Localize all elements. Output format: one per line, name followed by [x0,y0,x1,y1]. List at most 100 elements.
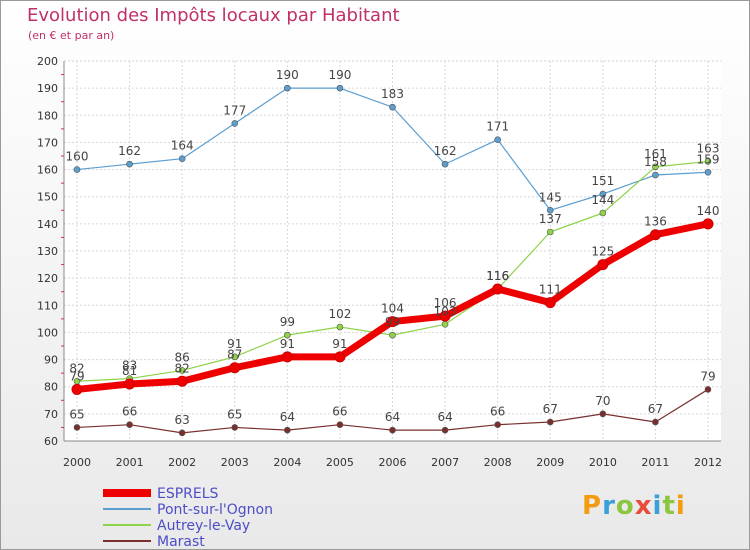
data-label: 136 [644,215,667,229]
y-tick-label: 130 [37,245,58,258]
data-point [73,424,81,431]
data-label: 164 [171,139,194,153]
legend-label: Marast [157,534,205,549]
y-tick-label: 70 [44,408,58,421]
data-label: 67 [543,402,558,416]
data-label: 79 [700,369,715,383]
x-tick-label: 2000 [63,456,91,469]
y-tick-label: 110 [37,299,58,312]
data-label: 99 [280,315,295,329]
data-point [597,259,609,271]
data-point [178,367,186,374]
y-tick-label: 80 [44,381,58,394]
y-tick-label: 190 [37,82,58,95]
data-label: 163 [697,141,720,155]
data-label: 99 [385,315,400,329]
x-tick-label: 2009 [536,456,564,469]
data-point [281,351,293,363]
data-point [126,421,133,429]
x-tick-label: 2001 [116,456,144,469]
data-point [494,421,501,429]
data-point [544,297,556,309]
data-point [336,323,344,331]
data-label: 66 [490,405,505,419]
logo-letter: x [634,491,653,521]
data-label: 159 [697,152,720,166]
data-label: 183 [381,87,404,101]
data-point [439,310,451,322]
data-label: 66 [122,405,137,419]
data-point [231,424,239,431]
proxiti-logo: Proxiti [582,491,686,521]
data-point [389,331,396,339]
data-point [284,331,291,339]
data-label: 190 [328,68,351,82]
data-label: 137 [539,212,562,226]
data-label: 65 [69,407,84,421]
data-point [652,163,659,171]
data-point [494,136,501,144]
data-point [73,166,81,173]
grid [64,60,721,442]
logo-letter: r [602,491,616,521]
data-label: 86 [175,350,190,364]
x-tick-label: 2007 [431,456,459,469]
data-point [652,418,659,426]
data-label: 140 [697,204,720,218]
data-point [652,171,659,179]
y-tick-label: 140 [37,218,58,231]
axes: 60 70 80 90 100 110 120 130 140 150 160 170 180 190 20… [37,55,722,469]
data-label: 145 [539,190,562,204]
data-label: 91 [280,337,295,351]
data-point [704,168,712,176]
data-label: 190 [276,68,299,82]
data-point [126,160,133,168]
data-point [704,158,712,165]
data-label: 67 [648,402,663,416]
data-label: 116 [486,269,509,283]
legend-label: Autrey-le-Vay [157,518,250,534]
data-label: 102 [328,307,351,321]
data-point [336,421,344,429]
data-point [492,283,504,295]
data-point [336,84,344,92]
series-lines [71,84,714,437]
data-label: 91 [332,337,347,351]
y-tick-label: 120 [37,272,58,285]
x-tick-label: 2010 [589,456,617,469]
data-label: 162 [118,144,141,158]
data-point [649,229,661,241]
data-label: 83 [122,359,137,373]
data-label: 64 [280,410,295,424]
x-tick-label: 2004 [273,456,301,469]
y-tick-label: 90 [44,354,58,367]
x-tick-label: 2005 [326,456,354,469]
x-tick-label: 2008 [484,456,512,469]
x-tick-label: 2012 [694,456,722,469]
y-tick-label: 150 [37,191,58,204]
y-tick-label: 100 [37,326,58,339]
data-label: 64 [437,410,452,424]
x-tick-label: 2006 [379,456,407,469]
data-point [546,206,554,214]
data-point [599,209,607,217]
data-point [178,429,186,437]
y-tick-label: 170 [37,136,58,149]
x-tick-label: 2002 [168,456,196,469]
y-tick-label: 60 [44,435,58,448]
data-point [231,353,239,361]
data-point [284,84,291,92]
data-point [334,351,346,363]
data-label: 161 [644,147,667,161]
legend: ESPRELSPont-sur-l'OgnonAutrey-le-VayMara… [103,486,273,549]
data-label: 65 [227,407,242,421]
data-point [389,426,396,434]
data-point [178,155,186,163]
data-label: 82 [175,361,190,375]
data-point [599,190,607,198]
data-point [702,218,714,230]
x-tick-label: 2003 [221,456,249,469]
